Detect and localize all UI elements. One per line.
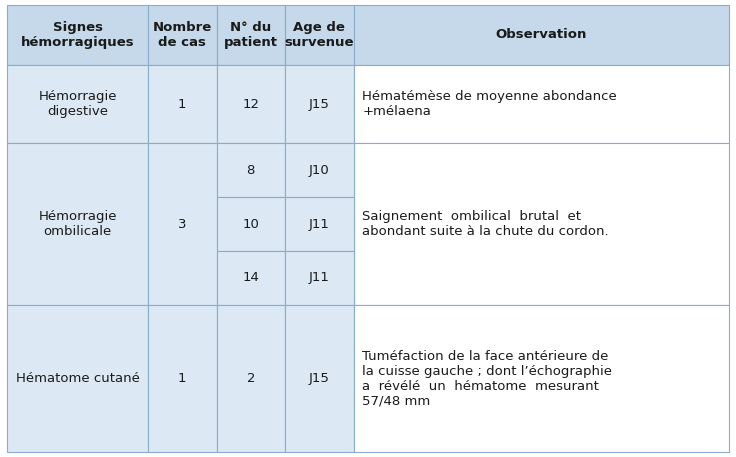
Text: Signes
hémorragiques: Signes hémorragiques [21, 21, 135, 49]
Text: 3: 3 [178, 218, 186, 230]
Bar [7, 65, 148, 143]
Text: J10: J10 [309, 164, 330, 177]
Bar [216, 65, 285, 143]
Bar [216, 143, 285, 197]
Text: Hématome cutané: Hématome cutané [15, 372, 140, 385]
Bar [148, 143, 216, 305]
Text: Age de
survenue: Age de survenue [285, 21, 354, 49]
Bar [353, 143, 729, 305]
Text: Observation: Observation [495, 28, 587, 41]
Bar [285, 197, 353, 251]
Text: N° du
patient: N° du patient [224, 21, 277, 49]
Bar [7, 305, 148, 452]
Text: Hémorragie
ombilicale: Hémorragie ombilicale [38, 210, 117, 238]
Text: 1: 1 [178, 372, 186, 385]
Text: 1: 1 [178, 98, 186, 111]
Text: 10: 10 [242, 218, 259, 230]
Bar [216, 197, 285, 251]
Text: J15: J15 [309, 98, 330, 111]
Bar [216, 5, 285, 65]
Bar [285, 305, 353, 452]
Bar [353, 65, 729, 143]
Bar [285, 65, 353, 143]
Text: Saignement  ombilical  brutal  et
abondant suite à la chute du cordon.: Saignement ombilical brutal et abondant … [362, 210, 609, 238]
Bar [148, 305, 216, 452]
Bar [285, 143, 353, 197]
Text: J15: J15 [309, 372, 330, 385]
Text: 14: 14 [242, 271, 259, 284]
Bar [148, 5, 216, 65]
Text: 12: 12 [242, 98, 259, 111]
Text: J11: J11 [309, 218, 330, 230]
Text: Hémorragie
digestive: Hémorragie digestive [38, 90, 117, 118]
Bar [285, 251, 353, 305]
Bar [353, 305, 729, 452]
Bar [7, 143, 148, 305]
Text: Hématémèse de moyenne abondance
+mélaena: Hématémèse de moyenne abondance +mélaena [362, 90, 618, 118]
Bar [148, 65, 216, 143]
Text: Tuméfaction de la face antérieure de
la cuisse gauche ; dont l’échographie
a  ré: Tuméfaction de la face antérieure de la … [362, 350, 612, 408]
Bar [353, 5, 729, 65]
Text: 8: 8 [247, 164, 255, 177]
Bar [216, 251, 285, 305]
Bar [285, 5, 353, 65]
Text: Nombre
de cas: Nombre de cas [152, 21, 212, 49]
Bar [216, 305, 285, 452]
Bar [7, 5, 148, 65]
Text: J11: J11 [309, 271, 330, 284]
Text: 2: 2 [247, 372, 255, 385]
